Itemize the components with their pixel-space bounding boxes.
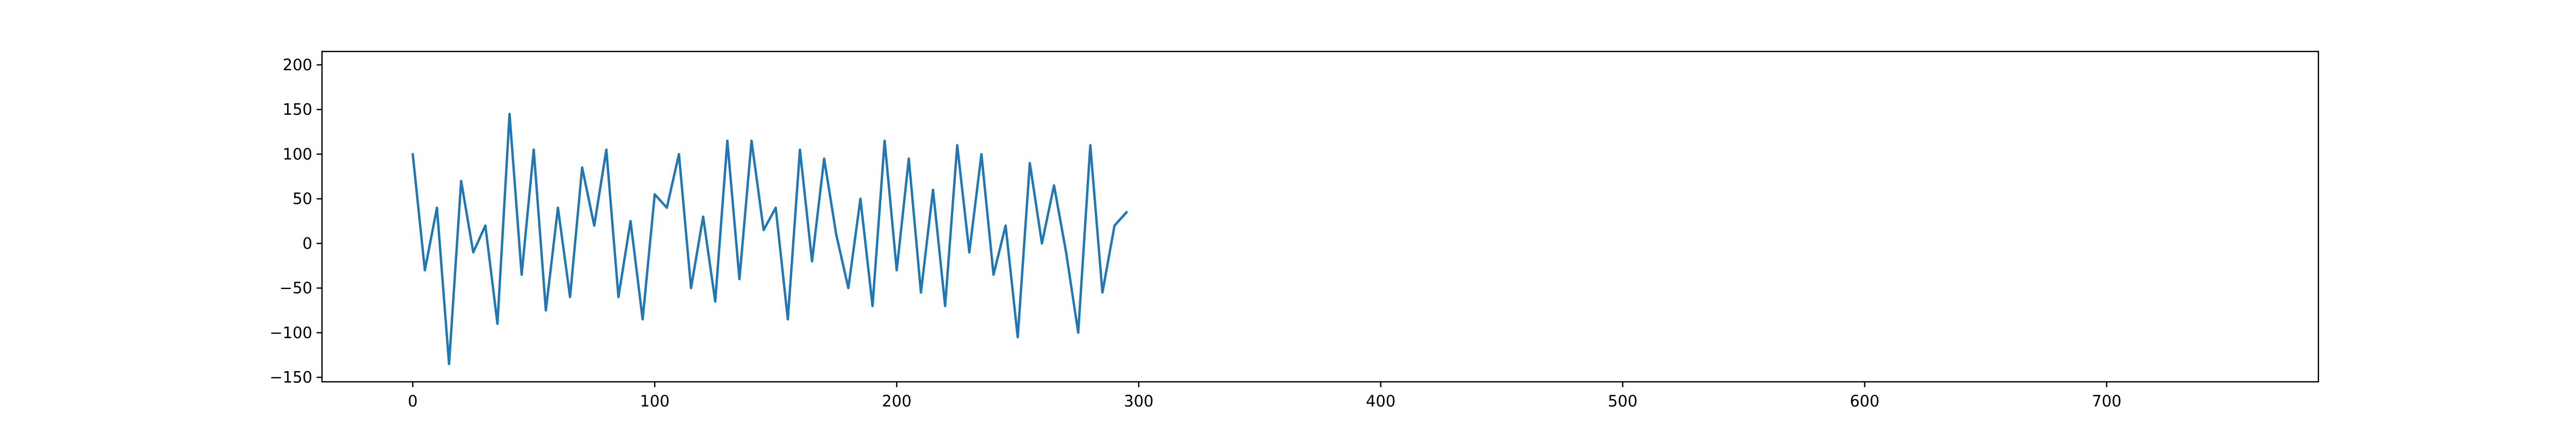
x-tick-label: 300 <box>1124 392 1153 410</box>
y-tick-label: 200 <box>283 56 312 74</box>
series-line-0 <box>411 113 1128 365</box>
x-tick-label: 200 <box>882 392 911 410</box>
plot-area <box>411 113 1128 365</box>
x-tick-label: 600 <box>1850 392 1879 410</box>
y-tick-label: 0 <box>303 234 312 253</box>
y-tick-label: 150 <box>283 100 312 119</box>
x-tick-label: 700 <box>2092 392 2121 410</box>
x-tick-label: 100 <box>640 392 669 410</box>
y-tick-label: 50 <box>292 190 312 208</box>
x-axis: 0 100 200 300 400 500 600 700 <box>408 382 2121 410</box>
x-tick-label: 500 <box>1608 392 1637 410</box>
y-axis: −150 −100 −50 0 50 100 150 200 <box>269 56 322 387</box>
y-tick-label: −50 <box>280 279 312 297</box>
y-tick-label: 100 <box>283 145 312 163</box>
axes-frame <box>321 50 2319 383</box>
y-tick-label: −100 <box>269 323 312 342</box>
x-tick-label: 0 <box>408 392 418 410</box>
x-tick-label: 400 <box>1366 392 1395 410</box>
y-tick-label: −150 <box>269 368 312 387</box>
